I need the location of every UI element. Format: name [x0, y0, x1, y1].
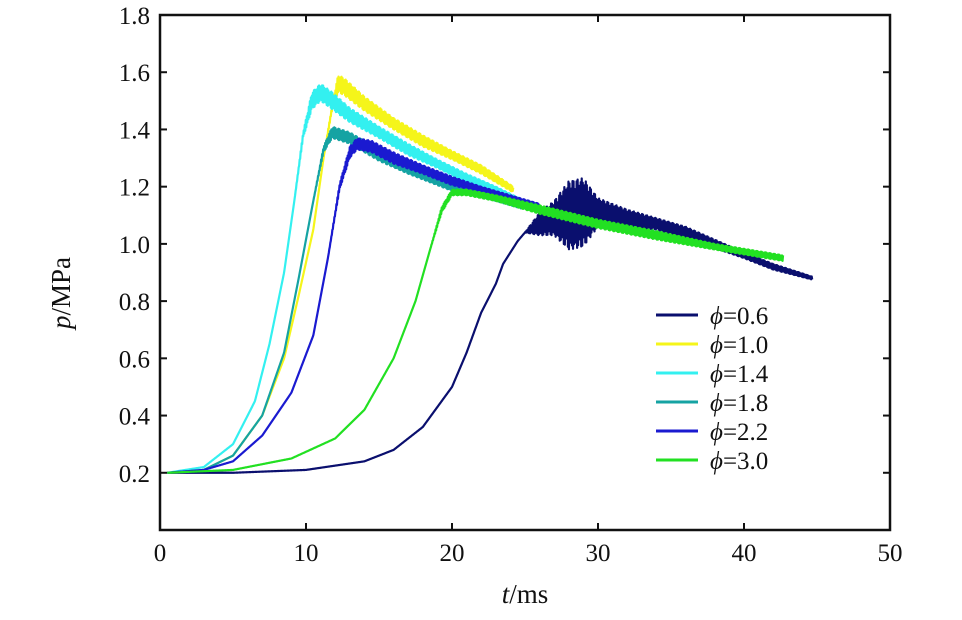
legend-value: =3.0 [723, 448, 768, 475]
series-lines [166, 75, 814, 474]
series-line-3 [166, 84, 527, 474]
y-axis-variable: p [46, 316, 76, 332]
x-axis-label: t/ms [502, 579, 549, 609]
legend-value: =2.2 [723, 419, 768, 446]
plot-frame [158, 13, 892, 532]
legend-symbol: ϕ [710, 303, 723, 330]
legend-symbol: ϕ [710, 390, 723, 417]
legend-label: ϕ=0.6 [710, 303, 768, 330]
y-tick-label: 0.2 [119, 461, 150, 488]
x-tick-label: 40 [732, 540, 757, 567]
y-tick-label: 1.2 [119, 175, 150, 202]
axis-ticks: 0 10 20 30 40 50 0.2 0.4 0.6 0.8 1.0 1.2 1.4 1.6 1.8 [119, 3, 903, 567]
x-tick-label: 10 [294, 540, 319, 567]
y-tick-label: 1.6 [119, 60, 150, 87]
series-line-6 [166, 188, 785, 474]
legend-label: ϕ=1.8 [710, 390, 768, 417]
legend-symbol: ϕ [710, 361, 723, 388]
series-line-5 [166, 137, 541, 474]
legend-symbol: ϕ [710, 448, 723, 475]
legend-symbol: ϕ [710, 419, 723, 446]
legend-value: =1.0 [723, 332, 768, 359]
legend-symbol: ϕ [710, 332, 723, 359]
legend-value: =1.8 [723, 390, 768, 417]
y-tick-label: 1.0 [119, 232, 150, 259]
x-axis-unit: /ms [509, 579, 548, 609]
legend-label: ϕ=1.0 [710, 332, 768, 359]
x-tick-label: 0 [154, 540, 167, 567]
x-axis-variable: t [502, 579, 511, 609]
legend: ϕ=0.6ϕ=1.0ϕ=1.4ϕ=1.8ϕ=2.2ϕ=3.0 [656, 303, 769, 475]
x-tick-label: 20 [440, 540, 465, 567]
y-tick-label: 0.8 [119, 289, 150, 316]
y-axis-unit: /MPa [46, 257, 76, 316]
legend-label: ϕ=3.0 [710, 448, 768, 475]
y-tick-label: 1.4 [119, 117, 151, 144]
y-tick-label: 1.8 [119, 3, 150, 30]
y-axis-label: p/MPa [46, 257, 76, 331]
y-tick-label: 0.6 [119, 346, 150, 373]
legend-value: =1.4 [723, 361, 769, 388]
legend-label: ϕ=2.2 [710, 419, 768, 446]
legend-label: ϕ=1.4 [710, 361, 769, 388]
legend-value: =0.6 [723, 303, 768, 330]
y-tick-label: 0.4 [119, 404, 151, 431]
x-tick-label: 50 [878, 540, 903, 567]
x-tick-label: 30 [586, 540, 611, 567]
